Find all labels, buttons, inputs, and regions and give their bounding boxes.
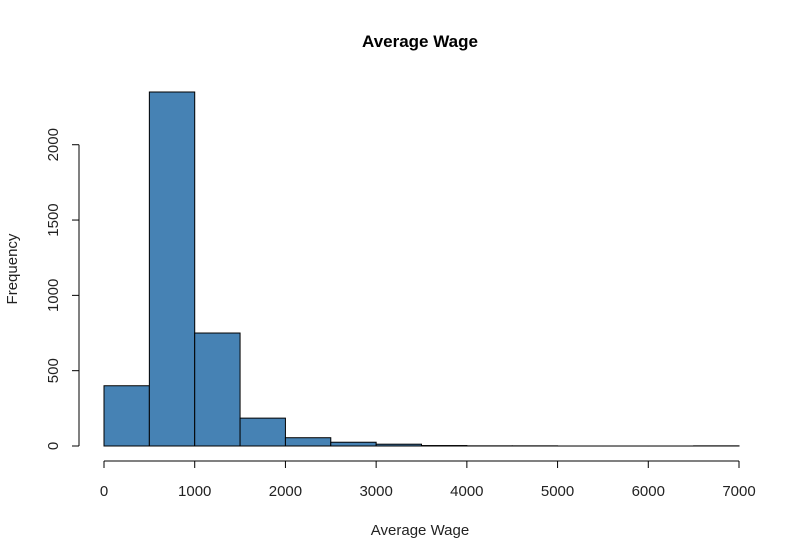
x-tick-label-7: 7000 [722, 483, 755, 500]
y-tick-label-0: 0 [45, 442, 62, 450]
x-tick-label-3: 3000 [359, 483, 392, 500]
y-axis-label: Frequency [4, 233, 21, 304]
x-tick-label-1: 1000 [178, 483, 211, 500]
x-tick-label-2: 2000 [269, 483, 302, 500]
y-axis: 0 500 1000 1500 2000 [45, 128, 80, 450]
y-ticks: 0 500 1000 1500 2000 [45, 128, 79, 450]
chart-title: Average Wage [362, 32, 478, 51]
x-tick-label-5: 5000 [541, 483, 574, 500]
x-tick-label-6: 6000 [632, 483, 665, 500]
y-tick-label-3: 1500 [45, 203, 62, 236]
y-tick-label-4: 2000 [45, 128, 62, 161]
x-tick-label-0: 0 [100, 483, 108, 500]
x-ticks: 0 1000 2000 3000 4000 5000 6000 7000 [100, 461, 756, 500]
histogram-bars [103, 91, 740, 447]
histogram-bar-2 [194, 332, 241, 447]
histogram-bar-6 [375, 443, 422, 447]
histogram-bar-3 [239, 417, 286, 447]
histogram-bar-5 [330, 441, 377, 447]
x-axis: 0 1000 2000 3000 4000 5000 6000 7000 [100, 460, 756, 500]
y-tick-label-1: 500 [45, 358, 62, 383]
y-tick-label-2: 1000 [45, 279, 62, 312]
x-axis-label: Average Wage [371, 522, 469, 539]
histogram-bar-4 [284, 437, 332, 447]
histogram-bar-1 [148, 91, 196, 447]
histogram-bar-0 [103, 385, 150, 447]
x-tick-label-4: 4000 [450, 483, 483, 500]
